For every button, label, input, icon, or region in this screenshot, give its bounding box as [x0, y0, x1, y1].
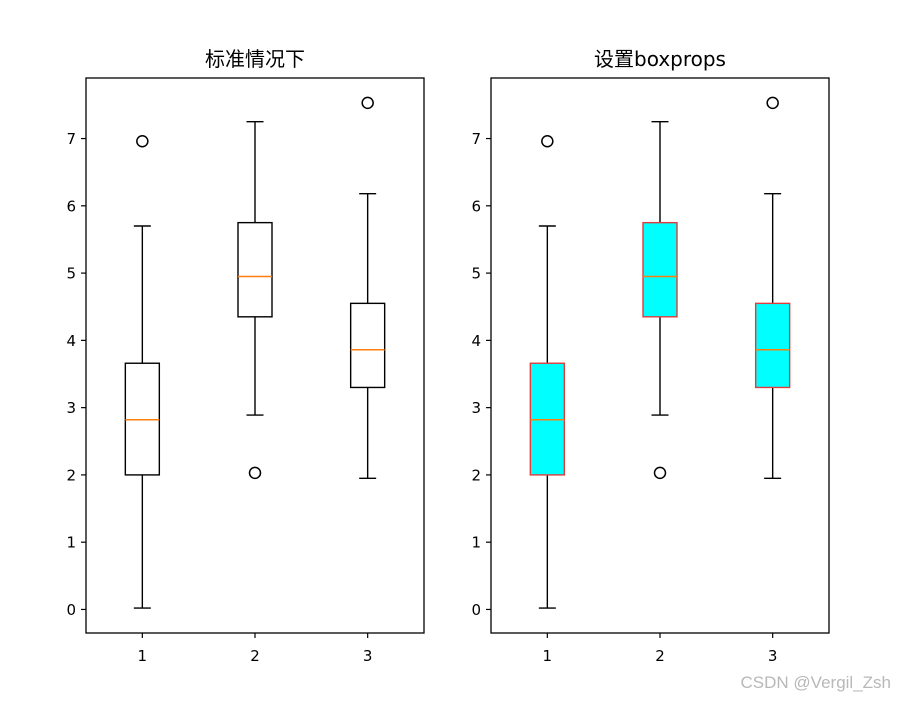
boxplot-3	[349, 96, 386, 479]
outlier-point	[541, 134, 554, 148]
outlier-point	[248, 466, 262, 480]
watermark-text: CSDN @Vergil_Zsh	[741, 673, 891, 692]
iqr-box	[237, 221, 273, 318]
outlier-point	[653, 466, 667, 480]
chart-panel-standard: 标准情况下 0 1 2 3 4 5 6 7 1 2 3	[66, 47, 425, 665]
y-tick-label: 0	[471, 601, 481, 619]
boxplot-1	[124, 134, 161, 609]
chart-panel-boxprops: 设置boxprops 0 1 2 3 4 5 6 7 1 2 3	[471, 47, 830, 665]
outlier-point	[766, 96, 779, 110]
y-tick-label: 4	[471, 332, 481, 350]
boxplot-1	[529, 134, 566, 609]
chart-title: 标准情况下	[205, 47, 305, 71]
y-tick-label: 6	[471, 197, 481, 215]
y-tick-label: 7	[66, 130, 76, 148]
x-tick-label: 3	[363, 647, 373, 665]
boxplot-2	[237, 121, 273, 480]
y-tick-label: 5	[66, 265, 76, 283]
boxplot-2	[642, 121, 678, 480]
x-tick-label: 3	[768, 647, 778, 665]
y-tick-label: 4	[66, 332, 76, 350]
outlier-point	[136, 134, 149, 148]
boxplot-3	[754, 96, 791, 479]
y-tick-label: 6	[66, 197, 76, 215]
chart-title: 设置boxprops	[594, 47, 726, 71]
x-tick-label: 2	[250, 647, 260, 665]
y-tick-label: 1	[471, 534, 481, 552]
x-tick-label: 2	[655, 647, 665, 665]
outlier-point	[361, 96, 374, 110]
x-tick-label: 1	[138, 647, 148, 665]
x-tick-label: 1	[543, 647, 553, 665]
iqr-box	[754, 302, 791, 389]
y-tick-label: 2	[66, 466, 76, 484]
iqr-box	[642, 221, 678, 318]
y-tick-label: 7	[471, 130, 481, 148]
iqr-box	[349, 302, 386, 389]
y-tick-label: 3	[66, 399, 76, 417]
y-tick-label: 2	[471, 466, 481, 484]
y-tick-label: 0	[66, 601, 76, 619]
y-tick-label: 5	[471, 265, 481, 283]
y-tick-label: 3	[471, 399, 481, 417]
y-tick-label: 1	[66, 534, 76, 552]
